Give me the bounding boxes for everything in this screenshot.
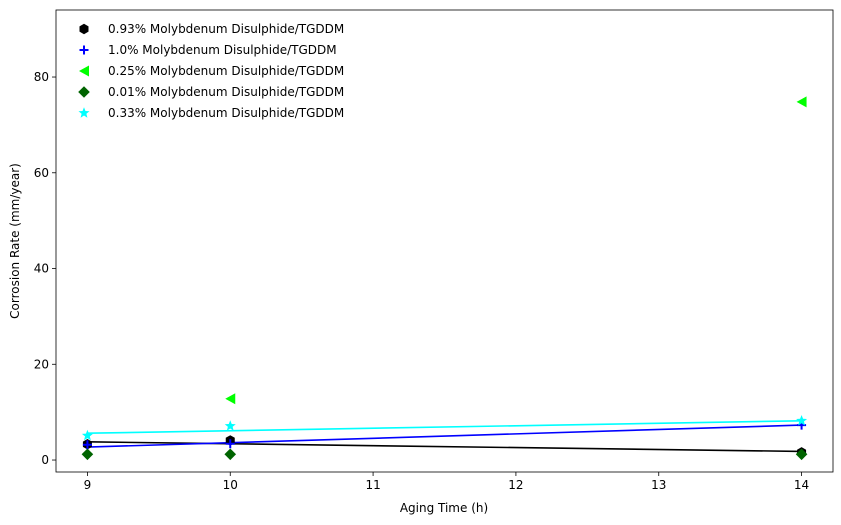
data-point-series-2-1: [82, 440, 92, 450]
y-tick-label: 0: [41, 453, 49, 467]
data-point-series-4-1: [81, 448, 94, 461]
data-point-series-5-2: [224, 420, 236, 431]
x-tick-label: 9: [84, 478, 92, 492]
data-point-series-4-3: [795, 448, 808, 461]
x-axis-label: Aging Time (h): [400, 501, 488, 515]
legend-label: 0.25% Molybdenum Disulphide/TGDDM: [108, 64, 344, 78]
legend-marker-series-2: [79, 45, 89, 55]
data-point-series-4-2: [224, 448, 237, 461]
legend-label: 0.01% Molybdenum Disulphide/TGDDM: [108, 85, 344, 99]
legend-label: 0.93% Molybdenum Disulphide/TGDDM: [108, 22, 344, 36]
x-tick-label: 13: [651, 478, 666, 492]
data-point-series-5-1: [81, 429, 93, 441]
plot-frame: [55, 9, 834, 473]
legend-marker-series-1: [79, 23, 89, 35]
data-point-series-3-2: [796, 96, 807, 108]
y-tick-label: 80: [34, 70, 49, 84]
legend: 0.93% Molybdenum Disulphide/TGDDM 1.0% Mo…: [78, 22, 344, 120]
y-tick-label: 20: [34, 357, 49, 371]
fit-line-series-2: [87, 424, 802, 448]
data-markers: [81, 96, 808, 461]
legend-label: 0.33% Molybdenum Disulphide/TGDDM: [108, 106, 344, 120]
fit-lines: [87, 419, 802, 453]
x-tick-label: 10: [223, 478, 238, 492]
legend-label: 1.0% Molybdenum Disulphide/TGDDM: [108, 43, 337, 57]
data-point-series-2-2: [225, 439, 235, 449]
x-tick-label: 11: [365, 478, 380, 492]
legend-marker-series-3: [79, 65, 89, 77]
legend-marker-series-5: [78, 107, 90, 118]
data-point-series-5-3: [796, 414, 808, 426]
y-tick-label: 40: [34, 262, 49, 276]
legend-marker-series-4: [78, 86, 90, 98]
x-tick-label: 14: [794, 478, 809, 492]
fit-line-series-5: [87, 419, 802, 435]
y-tick-label: 60: [34, 166, 49, 180]
x-tick-label: 12: [508, 478, 523, 492]
y-axis-label: Corrosion Rate (mm/year): [8, 163, 22, 319]
axes: 9 10 11 12 13 14 0 20 40 60 80: [34, 9, 834, 492]
data-point-series-3-1: [225, 393, 236, 405]
